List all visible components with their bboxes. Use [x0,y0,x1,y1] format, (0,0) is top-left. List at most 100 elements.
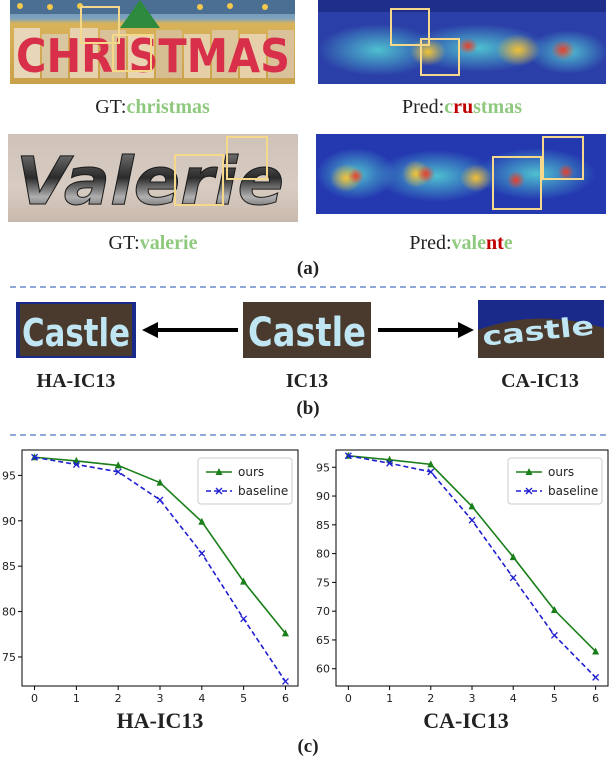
legend-marker-baseline [525,487,533,495]
y-tick-label: 75 [316,576,330,589]
pred-label-valerie: Pred:valente [316,232,606,255]
x-tick-label: 5 [240,692,247,705]
pred-segment: vale [451,232,486,254]
data-point-ours [592,647,600,655]
point-stroke [427,468,435,476]
legend-box [507,457,603,505]
data-point-ours [427,460,435,468]
point-stroke [386,459,394,467]
gt-label-christmas: GT:christmas [10,96,295,119]
y-tick-label: 70 [316,605,330,618]
legend-marker-ours [525,468,533,475]
data-point-baseline [468,516,476,524]
x-tick-label: 2 [115,692,122,705]
attention-box [226,136,268,180]
ic13-name: IC13 [285,370,329,392]
divider-2 [10,434,606,436]
data-point-baseline [592,673,600,681]
valerie-photo-letters: Valerie [16,143,284,220]
data-point-baseline [550,631,558,639]
pred-segment: e [503,232,513,254]
x-tick-label: 4 [198,692,205,705]
point-stroke [72,461,80,468]
legend-label-baseline: baseline [238,484,288,498]
x-tick-label: 5 [551,692,558,705]
y-tick-label: 85 [2,560,16,573]
attention-box [492,156,542,210]
data-point-baseline [240,615,248,623]
ca-ic13-sample: castle [478,300,604,358]
panel-label-b: (b) [296,398,320,419]
data-point-baseline [427,468,435,476]
valerie-photo-art: Valerie [16,143,285,221]
x-tick-label: 0 [345,692,352,705]
data-point-ours [550,606,558,614]
data-point-baseline [344,452,352,460]
x-tick-label: 0 [31,692,38,705]
ha-ic13-sample: Castle [16,302,136,358]
data-point-ours [509,553,517,561]
gt-word: valerie [139,232,198,254]
arrow-left [142,322,238,338]
x-tick-label: 4 [510,692,517,705]
christmas-photo-art: CHRISTMAS [10,0,295,83]
ha-ic13-sample-art: Castle [20,304,132,356]
chart-xlabel-ca-ic13: CA-IC13 [423,708,509,733]
x-tick-label: 2 [427,692,434,705]
christmas-photo-letters: CHRISTMAS [16,29,290,83]
chart-xlabel-ha-ic13: HA-IC13 [116,708,204,733]
data-point-baseline [198,550,206,557]
data-point-ours [468,502,476,510]
legend-label-ours: ours [238,465,264,479]
pred-word: valente [452,232,513,254]
legend: ours baseline [197,457,293,505]
x-tick-label: 3 [469,692,476,705]
point-stroke [114,468,122,476]
gt-label-valerie: GT:valerie [8,232,298,255]
data-point-baseline [31,453,39,461]
attention-box [174,154,224,206]
x-tick-label: 3 [157,692,164,705]
data-point-ours [114,461,122,469]
pred-label-christmas: Pred:crustmas [318,96,606,119]
y-tick-label: 90 [316,490,330,503]
valerie-photo: Valerie [8,134,298,222]
point-stroke [550,631,558,639]
data-point-ours [281,629,289,637]
point-stroke [240,615,248,623]
chart-ca-ic13: 60 65 70 75 80 85 90 95 0 1 2 3 4 5 6 ours baseline [316,449,609,705]
legend-label-baseline: baseline [548,484,598,498]
point-stroke [156,496,164,504]
x-tick-label: 1 [386,692,393,705]
pred-word: crustmas [444,96,522,118]
x-tick-label: 1 [73,692,80,705]
point-stroke [31,453,39,461]
panel-label-a: (a) [296,258,320,279]
ic13-sample-letters: Castle [248,310,366,356]
pred-segment: ru [453,96,474,118]
pred-segment: stmas [473,96,522,118]
y-tick-label: 65 [316,634,330,647]
pred-segment: c [444,96,454,118]
x-tick-label: 6 [592,692,599,705]
ha-ic13-name: HA-IC13 [36,370,116,392]
data-point-baseline [156,496,164,504]
data-point-baseline [72,461,80,468]
attention-box [80,6,120,44]
panel-label-c: (c) [297,736,319,757]
attention-box [420,38,460,76]
data-point-ours [198,517,206,525]
ic13-sample: Castle [243,302,371,358]
y-tick-label: 90 [2,515,16,528]
point-stroke [281,678,289,685]
valerie-heatmap-art [316,134,606,214]
data-point-baseline [509,574,517,582]
attention-box [112,34,152,72]
ha-ic13-sample-letters: Castle [22,311,130,355]
data-point-ours [240,577,248,585]
point-stroke [344,452,352,460]
arrow-right [378,322,474,338]
x-tick-label: 6 [282,692,289,705]
gt-word: christmas [126,96,210,118]
legend: ours baseline [507,457,603,505]
